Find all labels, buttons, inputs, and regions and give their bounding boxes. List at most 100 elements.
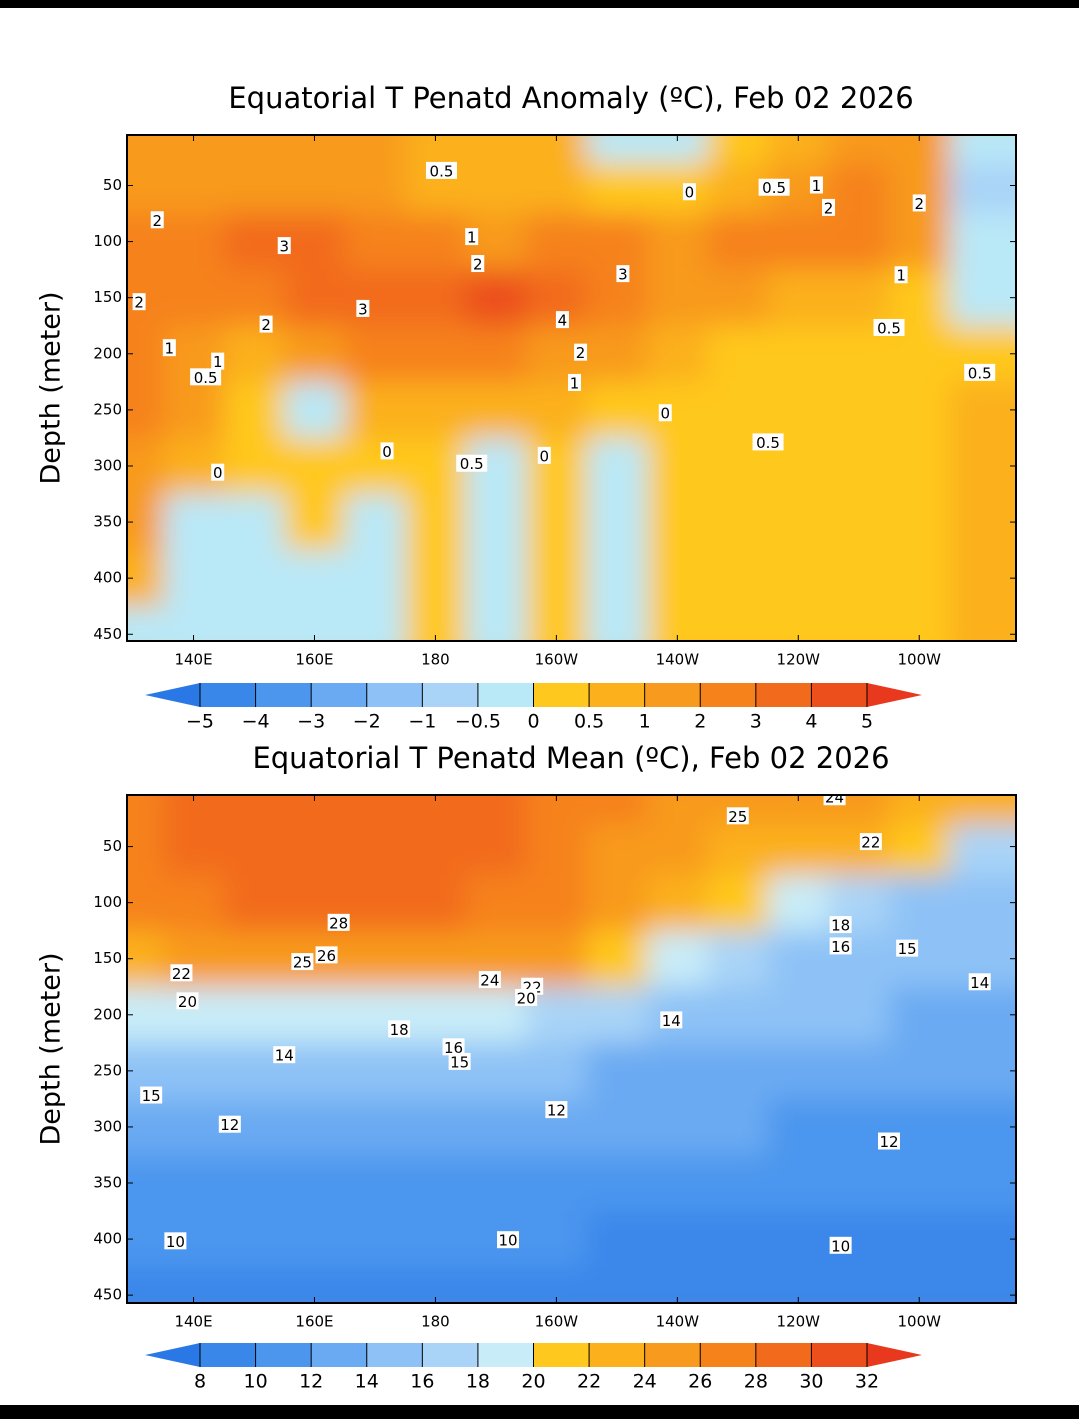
field-cell [223,269,285,327]
contour-label-box [176,992,199,1010]
contour-label: 25 [293,954,312,972]
contour-label: 1 [165,340,175,358]
field-cell [127,1154,164,1212]
field-cell [949,1211,1016,1268]
field-cell [526,1042,588,1100]
colorbar-arrow [145,1343,200,1367]
colorbar-label: 22 [577,1371,601,1393]
field-cell [344,795,406,825]
contour-label: 1 [213,353,223,371]
field-cell [707,1211,769,1268]
colorbar-bin [700,1343,756,1367]
contour-label-box [894,266,908,284]
contour-label: 0.5 [968,364,992,382]
field-cell [127,824,164,876]
contour-label-box [425,161,457,179]
colorbar-bin [477,1343,534,1367]
colorbar-label: 24 [633,1371,657,1393]
contour-label: 0.5 [756,434,780,452]
y-tick-label: 400 [93,1230,122,1248]
field-cell [223,795,285,825]
contour-label-box [448,1052,471,1070]
field-cell [586,874,648,932]
colorbar-label: 3 [750,711,762,733]
field-cell [586,1267,648,1303]
contour-label-box [162,339,176,357]
contour-label-box [471,255,485,273]
field-cell [707,930,769,988]
contour-label-box [758,178,790,196]
field-cell [405,824,467,876]
colorbar-bin [755,683,812,707]
colorbar-bin [200,1343,256,1367]
field-cell [586,550,648,607]
field-cell [223,550,285,607]
field-cell [127,1267,164,1303]
field-cell [223,213,285,271]
colorbar-label: 16 [410,1371,434,1393]
field-cell [344,550,406,607]
field-cell [127,1098,164,1156]
contour-label-box [829,1236,852,1254]
contour-label-box [388,1020,411,1038]
contour-label: 2 [576,344,586,362]
y-tick-label: 150 [93,949,122,967]
field-cell [707,606,769,641]
field-cell [526,1154,588,1212]
colorbar-bin [311,1343,367,1367]
field-cell [223,381,285,439]
field-cell [127,795,164,825]
y-tick-label: 350 [93,513,122,531]
field-cell [707,213,769,271]
field-cell [223,986,285,1044]
field-cell [526,494,588,551]
field-cell [889,494,950,551]
field-cell [949,135,1016,164]
field-cells [127,795,1016,1303]
field-cell [127,163,164,215]
field-cell [889,550,950,607]
contour-label-box [555,311,569,329]
colorbar-label: 20 [521,1371,545,1393]
field-cell [127,213,164,271]
field-cell [163,163,225,215]
field-cell [284,381,346,439]
field-cell [127,986,164,1044]
y-tick-label: 300 [93,1117,122,1135]
field-cell [163,1154,225,1212]
field-cell [405,874,467,932]
field-cell [949,1267,1016,1303]
field-cell [344,437,406,495]
field-cell [647,1098,709,1156]
contour-label: 0 [540,447,550,465]
field-cell [163,381,225,439]
field-cell [647,163,709,215]
field-cell [127,1211,164,1268]
colorbar-bin [811,683,867,707]
y-axis-label: Depth (meter) [36,952,67,1145]
contour-label: 3 [358,300,368,318]
field-cell [127,437,164,495]
contour-label: 15 [142,1087,161,1105]
contour-label-box [682,183,696,201]
field-cell [526,824,588,876]
field-cell [526,1211,588,1268]
field-cell [889,437,950,495]
contour-label-box [809,176,823,194]
field-cell [889,213,950,271]
colorbar-arrow [867,1343,922,1367]
field-cell [284,269,346,327]
field-cell [344,1211,406,1268]
field-cell [707,269,769,327]
contour-label-box [822,198,836,216]
field-cell [163,824,225,876]
field-cell [828,437,890,495]
field-cell [284,986,346,1044]
contour-label-box [170,964,193,982]
field-cell [647,874,709,932]
contour-label-box [140,1086,163,1104]
colorbar-label: 14 [355,1371,379,1393]
